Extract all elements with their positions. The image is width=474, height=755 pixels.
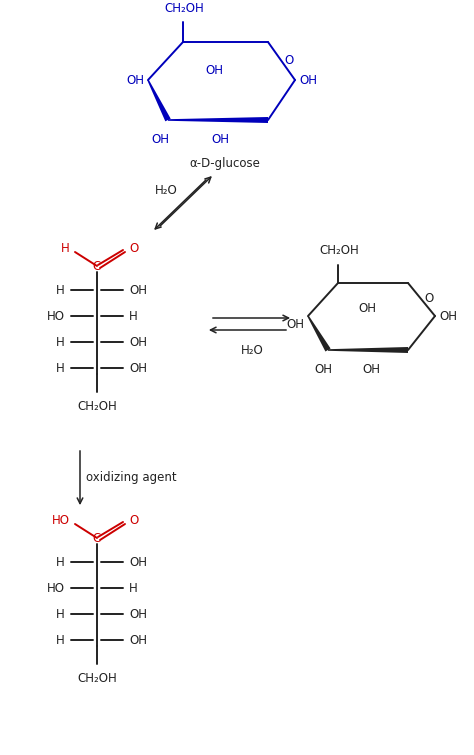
Text: O: O — [129, 513, 138, 526]
Text: OH: OH — [129, 362, 147, 374]
Text: O: O — [284, 54, 293, 66]
Text: H: H — [56, 633, 65, 646]
Text: H: H — [56, 608, 65, 621]
Text: OH: OH — [129, 633, 147, 646]
Text: CH₂OH: CH₂OH — [164, 2, 204, 15]
Text: HO: HO — [47, 310, 65, 322]
Text: H: H — [56, 362, 65, 374]
Text: O: O — [424, 291, 433, 304]
Text: OH: OH — [151, 133, 169, 146]
Text: H: H — [56, 283, 65, 297]
Polygon shape — [147, 79, 171, 122]
Text: C: C — [93, 260, 101, 273]
Text: OH: OH — [314, 363, 332, 376]
Text: H: H — [56, 335, 65, 349]
Text: HO: HO — [52, 514, 70, 528]
Text: H: H — [56, 556, 65, 569]
Text: H₂O: H₂O — [155, 183, 178, 196]
Text: OH: OH — [126, 73, 144, 87]
Text: α-D-glucose: α-D-glucose — [190, 157, 260, 170]
Text: H: H — [129, 310, 138, 322]
Text: CH₂OH: CH₂OH — [77, 400, 117, 413]
Text: OH: OH — [129, 608, 147, 621]
Text: OH: OH — [205, 63, 223, 76]
Text: CH₂OH: CH₂OH — [77, 672, 117, 685]
Text: H: H — [129, 581, 138, 594]
Text: OH: OH — [129, 283, 147, 297]
Polygon shape — [307, 316, 330, 352]
Text: OH: OH — [358, 303, 376, 316]
Text: OH: OH — [129, 556, 147, 569]
Text: OH: OH — [286, 318, 304, 331]
Text: C: C — [93, 532, 101, 544]
Polygon shape — [328, 347, 408, 353]
Text: H₂O: H₂O — [241, 344, 264, 357]
Text: OH: OH — [439, 310, 457, 322]
Polygon shape — [168, 117, 268, 123]
Text: oxidizing agent: oxidizing agent — [86, 472, 177, 485]
Text: OH: OH — [129, 335, 147, 349]
Text: OH: OH — [299, 73, 317, 87]
Text: OH: OH — [362, 363, 380, 376]
Text: H: H — [61, 242, 70, 255]
Text: CH₂OH: CH₂OH — [319, 244, 359, 257]
Text: OH: OH — [211, 133, 229, 146]
Text: O: O — [129, 242, 138, 254]
Text: HO: HO — [47, 581, 65, 594]
